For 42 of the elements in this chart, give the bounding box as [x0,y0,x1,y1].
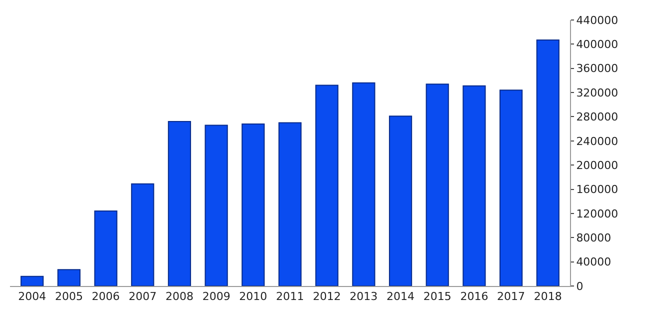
bar [462,85,486,286]
x-tick-label: 2007 [128,290,157,304]
bar [426,84,449,286]
y-tick-label: 400000 [576,38,618,52]
bar [536,39,560,286]
y-tick-label: 40000 [576,256,612,269]
bar [352,82,376,286]
y-tick-label: 120000 [576,207,618,220]
x-tick-label: 2009 [202,290,230,304]
y-tick-label: 0 [576,280,584,293]
bar [500,90,523,286]
x-tick-label: 2015 [423,290,452,304]
bar [57,269,80,286]
y-tick-label: 440000 [576,14,618,27]
y-tick-label: 80000 [576,231,612,244]
x-tick-label: 2017 [497,290,526,304]
x-tick-label: 2012 [312,290,341,304]
bar [204,124,228,286]
bar [20,276,44,286]
x-tick-label: 2005 [54,290,83,304]
x-tick-label: 2011 [276,290,304,304]
x-tick-label: 2008 [165,290,194,304]
y-tick-label: 320000 [576,86,618,100]
x-tick-label: 2014 [386,290,415,304]
y-tick-label: 160000 [576,183,618,196]
x-tick-label: 2006 [92,290,120,304]
bar [315,84,338,286]
x-tick-label: 2016 [460,290,488,304]
y-tick-label: 240000 [576,134,618,148]
y-tick-label: 200000 [576,158,618,172]
y-tick-label: 280000 [576,110,618,124]
x-tick-label: 2013 [350,290,378,304]
x-tick-label: 2004 [18,290,46,304]
x-tick-label: 2010 [239,290,268,304]
bar [278,122,302,286]
bar [131,183,154,286]
bar [242,123,265,286]
bar [94,210,118,286]
bar [168,121,192,286]
bar [388,116,412,286]
x-tick-label: 2018 [534,290,562,304]
y-tick-label: 360000 [576,62,618,76]
